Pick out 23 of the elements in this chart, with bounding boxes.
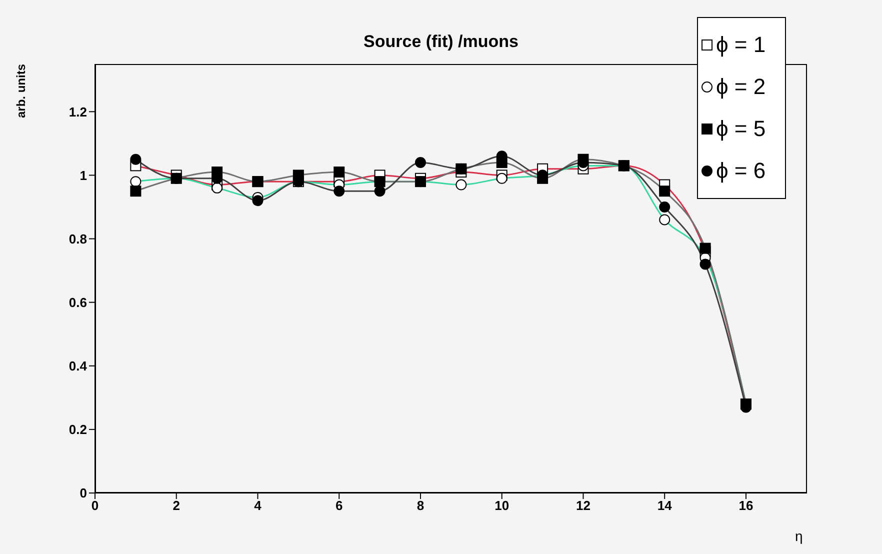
x-tick-label: 2 (172, 498, 180, 514)
x-tick-label: 8 (416, 498, 424, 514)
x-tick-label: 4 (254, 498, 262, 514)
x-tick-label: 16 (738, 498, 754, 514)
x-axis-title: η (795, 528, 803, 544)
legend-label: ϕ = 5 (716, 116, 766, 142)
y-tick-label: 0.4 (68, 358, 88, 374)
y-tick-label: 0 (80, 486, 87, 501)
legend-label: ϕ = 2 (716, 74, 766, 100)
y-tick-label: 0.6 (68, 294, 87, 310)
x-tick-label: 10 (494, 498, 510, 514)
x-tick-label: 6 (335, 498, 343, 514)
chart-title: Source (fit) /muons (364, 32, 518, 51)
y-tick-label: 1.2 (68, 104, 87, 120)
legend-label: ϕ = 6 (716, 158, 766, 184)
legend-label: ϕ = 1 (716, 32, 766, 58)
y-tick-label: 0.8 (68, 231, 87, 246)
x-tick-label: 12 (576, 498, 590, 514)
x-tick-label: 0 (91, 498, 99, 514)
y-tick-label: 1 (80, 168, 87, 183)
y-axis-title: arb. units (14, 64, 28, 118)
x-tick-label: 14 (657, 498, 673, 514)
y-tick-label: 0.2 (68, 422, 87, 438)
